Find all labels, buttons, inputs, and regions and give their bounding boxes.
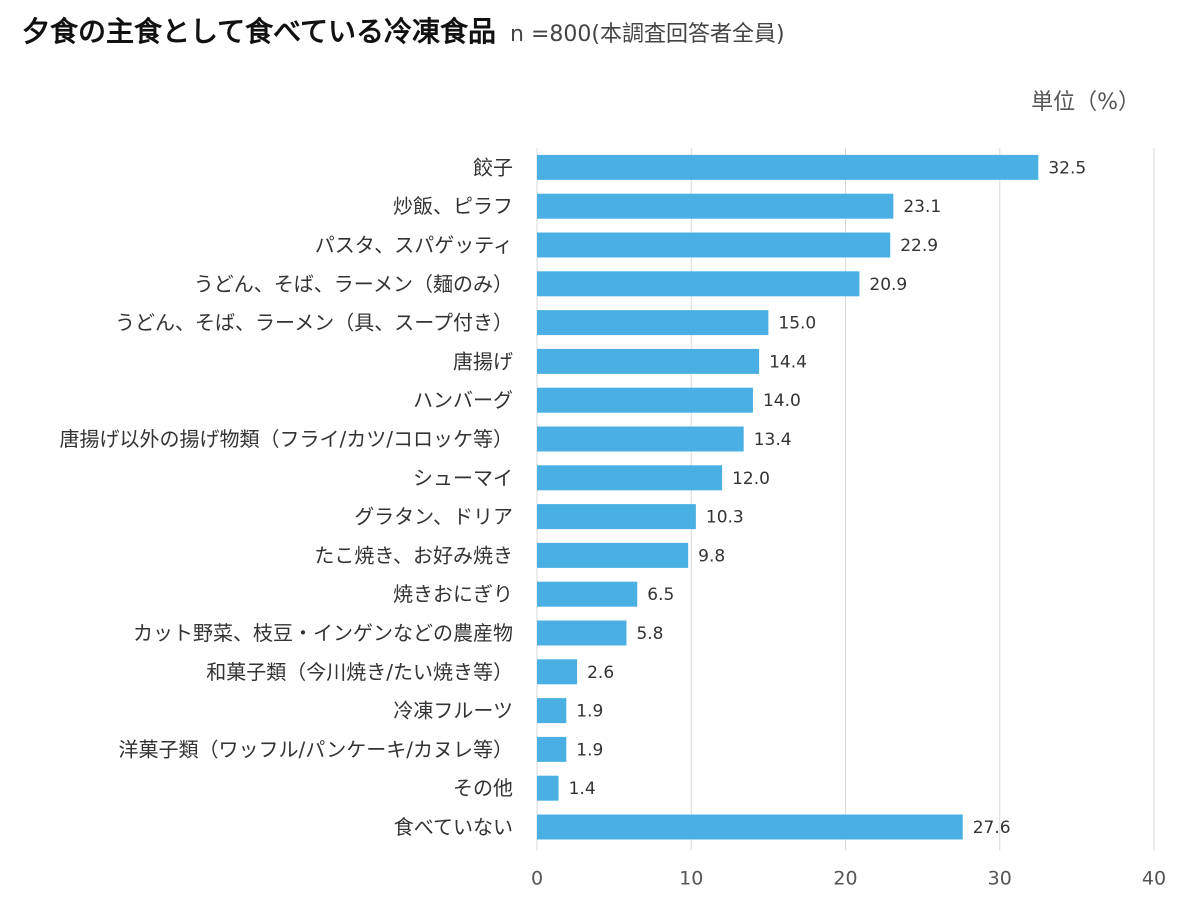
category-label: うどん、そば、ラーメン（具、スープ付き） xyxy=(115,311,513,335)
data-label: 20.9 xyxy=(869,275,907,295)
category-label: 唐揚げ以外の揚げ物類（フライ/カツ/コロッケ等） xyxy=(60,427,513,451)
x-tick-label: 10 xyxy=(679,867,703,889)
category-label: その他 xyxy=(453,776,513,800)
data-label: 1.9 xyxy=(576,740,603,760)
category-label: グラタン、ドリア xyxy=(354,505,513,529)
data-label: 22.9 xyxy=(900,236,938,256)
bar xyxy=(537,542,689,568)
category-label: たこ焼き、お好み焼き xyxy=(314,543,513,567)
x-tick-label: 20 xyxy=(833,867,857,889)
data-label: 14.0 xyxy=(763,391,801,411)
bar xyxy=(537,465,723,491)
bar xyxy=(537,154,1039,180)
category-label: ハンバーグ xyxy=(413,388,513,412)
category-label: 焼きおにぎり xyxy=(393,582,513,606)
bar xyxy=(537,775,559,801)
data-label: 32.5 xyxy=(1048,158,1086,178)
bar xyxy=(537,736,567,762)
category-label: 炒飯、ピラフ xyxy=(393,194,513,218)
bar xyxy=(537,620,627,646)
x-tick-label: 40 xyxy=(1142,867,1166,889)
data-label: 12.0 xyxy=(732,469,770,489)
category-label: シューマイ xyxy=(413,466,513,490)
category-label: 和菓子類（今川焼き/たい焼き等） xyxy=(206,660,513,684)
x-tick-label: 30 xyxy=(988,867,1012,889)
bar xyxy=(537,426,744,452)
data-label: 13.4 xyxy=(754,430,792,450)
bar xyxy=(537,387,753,413)
category-label: 食べていない xyxy=(394,815,513,839)
category-label: 冷凍フルーツ xyxy=(393,699,513,723)
data-label: 14.4 xyxy=(769,352,807,372)
bar xyxy=(537,659,578,685)
data-label: 2.6 xyxy=(587,663,614,683)
bar xyxy=(537,193,894,219)
data-label: 23.1 xyxy=(903,197,941,217)
category-label: うどん、そば、ラーメン（麺のみ） xyxy=(194,272,513,296)
category-label: カット野菜、枝豆・インゲンなどの農産物 xyxy=(133,621,513,645)
data-label: 10.3 xyxy=(706,508,744,528)
x-tick-label: 0 xyxy=(531,867,543,889)
data-label: 1.4 xyxy=(569,779,596,799)
title-row: 夕食の主食として食べている冷凍食品 n =800(本調査回答者全員) xyxy=(22,10,785,50)
chart-title: 夕食の主食として食べている冷凍食品 xyxy=(22,15,497,48)
bar xyxy=(537,504,696,530)
data-label: 1.9 xyxy=(576,702,603,722)
category-label: 餃子 xyxy=(473,155,513,179)
data-label: 5.8 xyxy=(636,624,663,644)
data-label: 9.8 xyxy=(698,546,725,566)
category-label: 洋菓子類（ワッフル/パンケーキ/カヌレ等） xyxy=(119,737,513,761)
data-label: 6.5 xyxy=(647,585,674,605)
bar xyxy=(537,814,963,840)
bar xyxy=(537,232,891,258)
category-label: 唐揚げ xyxy=(453,349,513,373)
bar xyxy=(537,271,860,297)
data-label: 15.0 xyxy=(778,314,816,334)
bar xyxy=(537,310,769,336)
bar xyxy=(537,348,760,374)
bar xyxy=(537,581,638,607)
category-label: パスタ、スパゲッティ xyxy=(315,233,513,257)
data-label: 27.6 xyxy=(973,818,1011,838)
chart-subtitle: n =800(本調査回答者全員) xyxy=(510,22,785,47)
bar xyxy=(537,698,567,724)
unit-label: 単位（%） xyxy=(1031,90,1140,115)
